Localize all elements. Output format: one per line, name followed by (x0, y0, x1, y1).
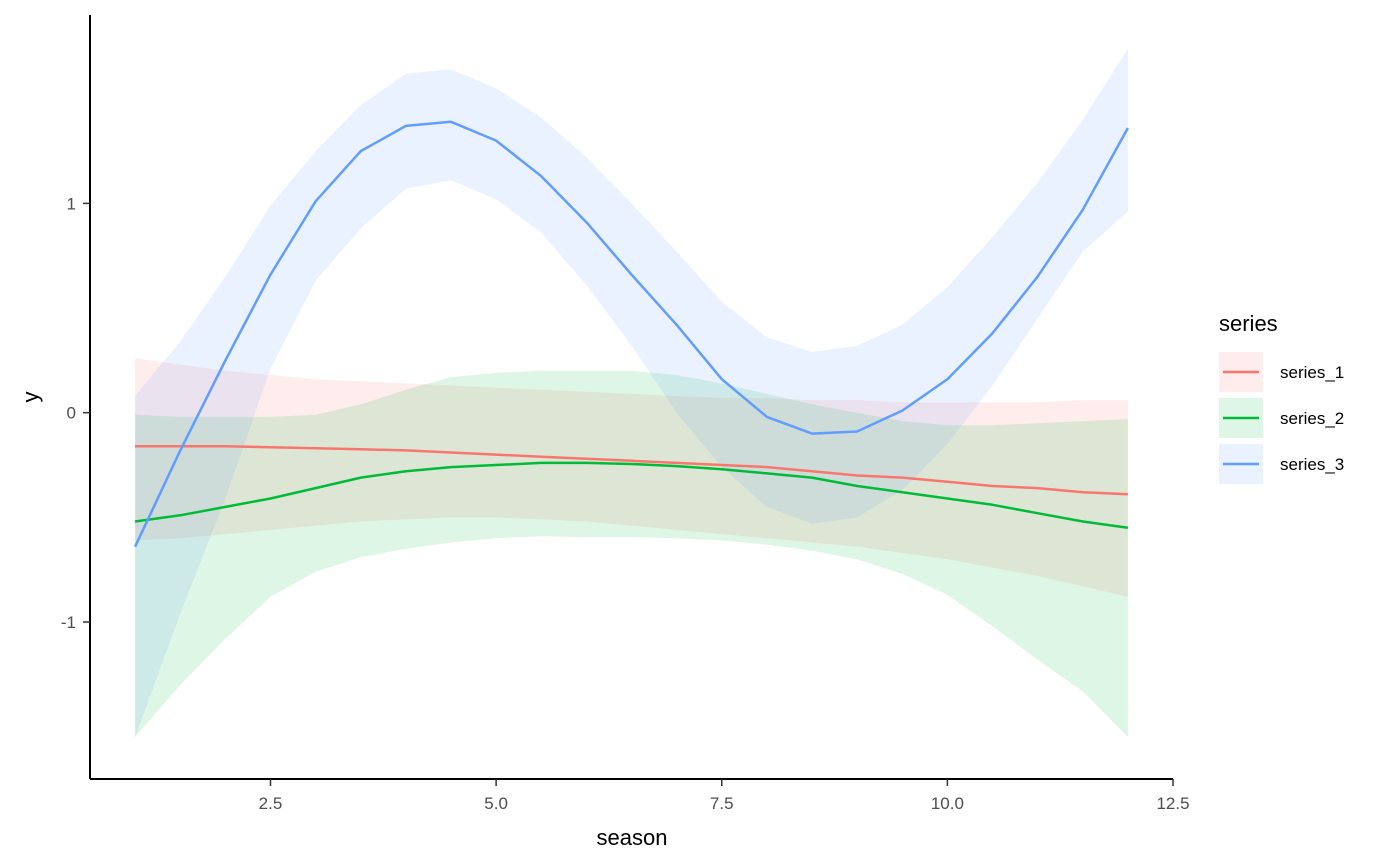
legend-item-series-3: series_3 (1219, 444, 1344, 484)
ribbon-series-1 (135, 358, 1128, 597)
x-tick-label: 7.5 (710, 794, 734, 813)
x-tick-label: 10.0 (931, 794, 964, 813)
legend-title: series (1219, 311, 1278, 336)
x-tick-label: 5.0 (484, 794, 508, 813)
y-tick-label: 0 (67, 404, 76, 423)
x-tick-label: 12.5 (1156, 794, 1189, 813)
ribbon-series-2 (135, 370, 1128, 738)
y-tick-label: 1 (67, 194, 76, 213)
line-series-2 (134, 461, 1129, 530)
x-axis-title: season (597, 825, 668, 850)
line-series-1 (135, 444, 1128, 496)
legend-item-series-1: series_1 (1219, 352, 1344, 392)
y-tick-label: -1 (61, 613, 76, 632)
x-axis-ticks: 2.5 5.0 7.5 10.0 12.5 (259, 779, 1190, 813)
legend-item-series-2: series_2 (1219, 398, 1344, 438)
y-axis-ticks: 1 0 -1 (61, 194, 90, 632)
legend: series series_1 series_2 series_3 (1219, 311, 1344, 484)
x-tick-label: 2.5 (259, 794, 283, 813)
line-series-3 (133, 120, 1129, 548)
legend-label: series_2 (1280, 409, 1344, 428)
y-axis-title: y (18, 392, 43, 403)
legend-label: series_1 (1280, 363, 1344, 382)
legend-label: series_3 (1280, 455, 1344, 474)
plot-area (133, 48, 1129, 738)
